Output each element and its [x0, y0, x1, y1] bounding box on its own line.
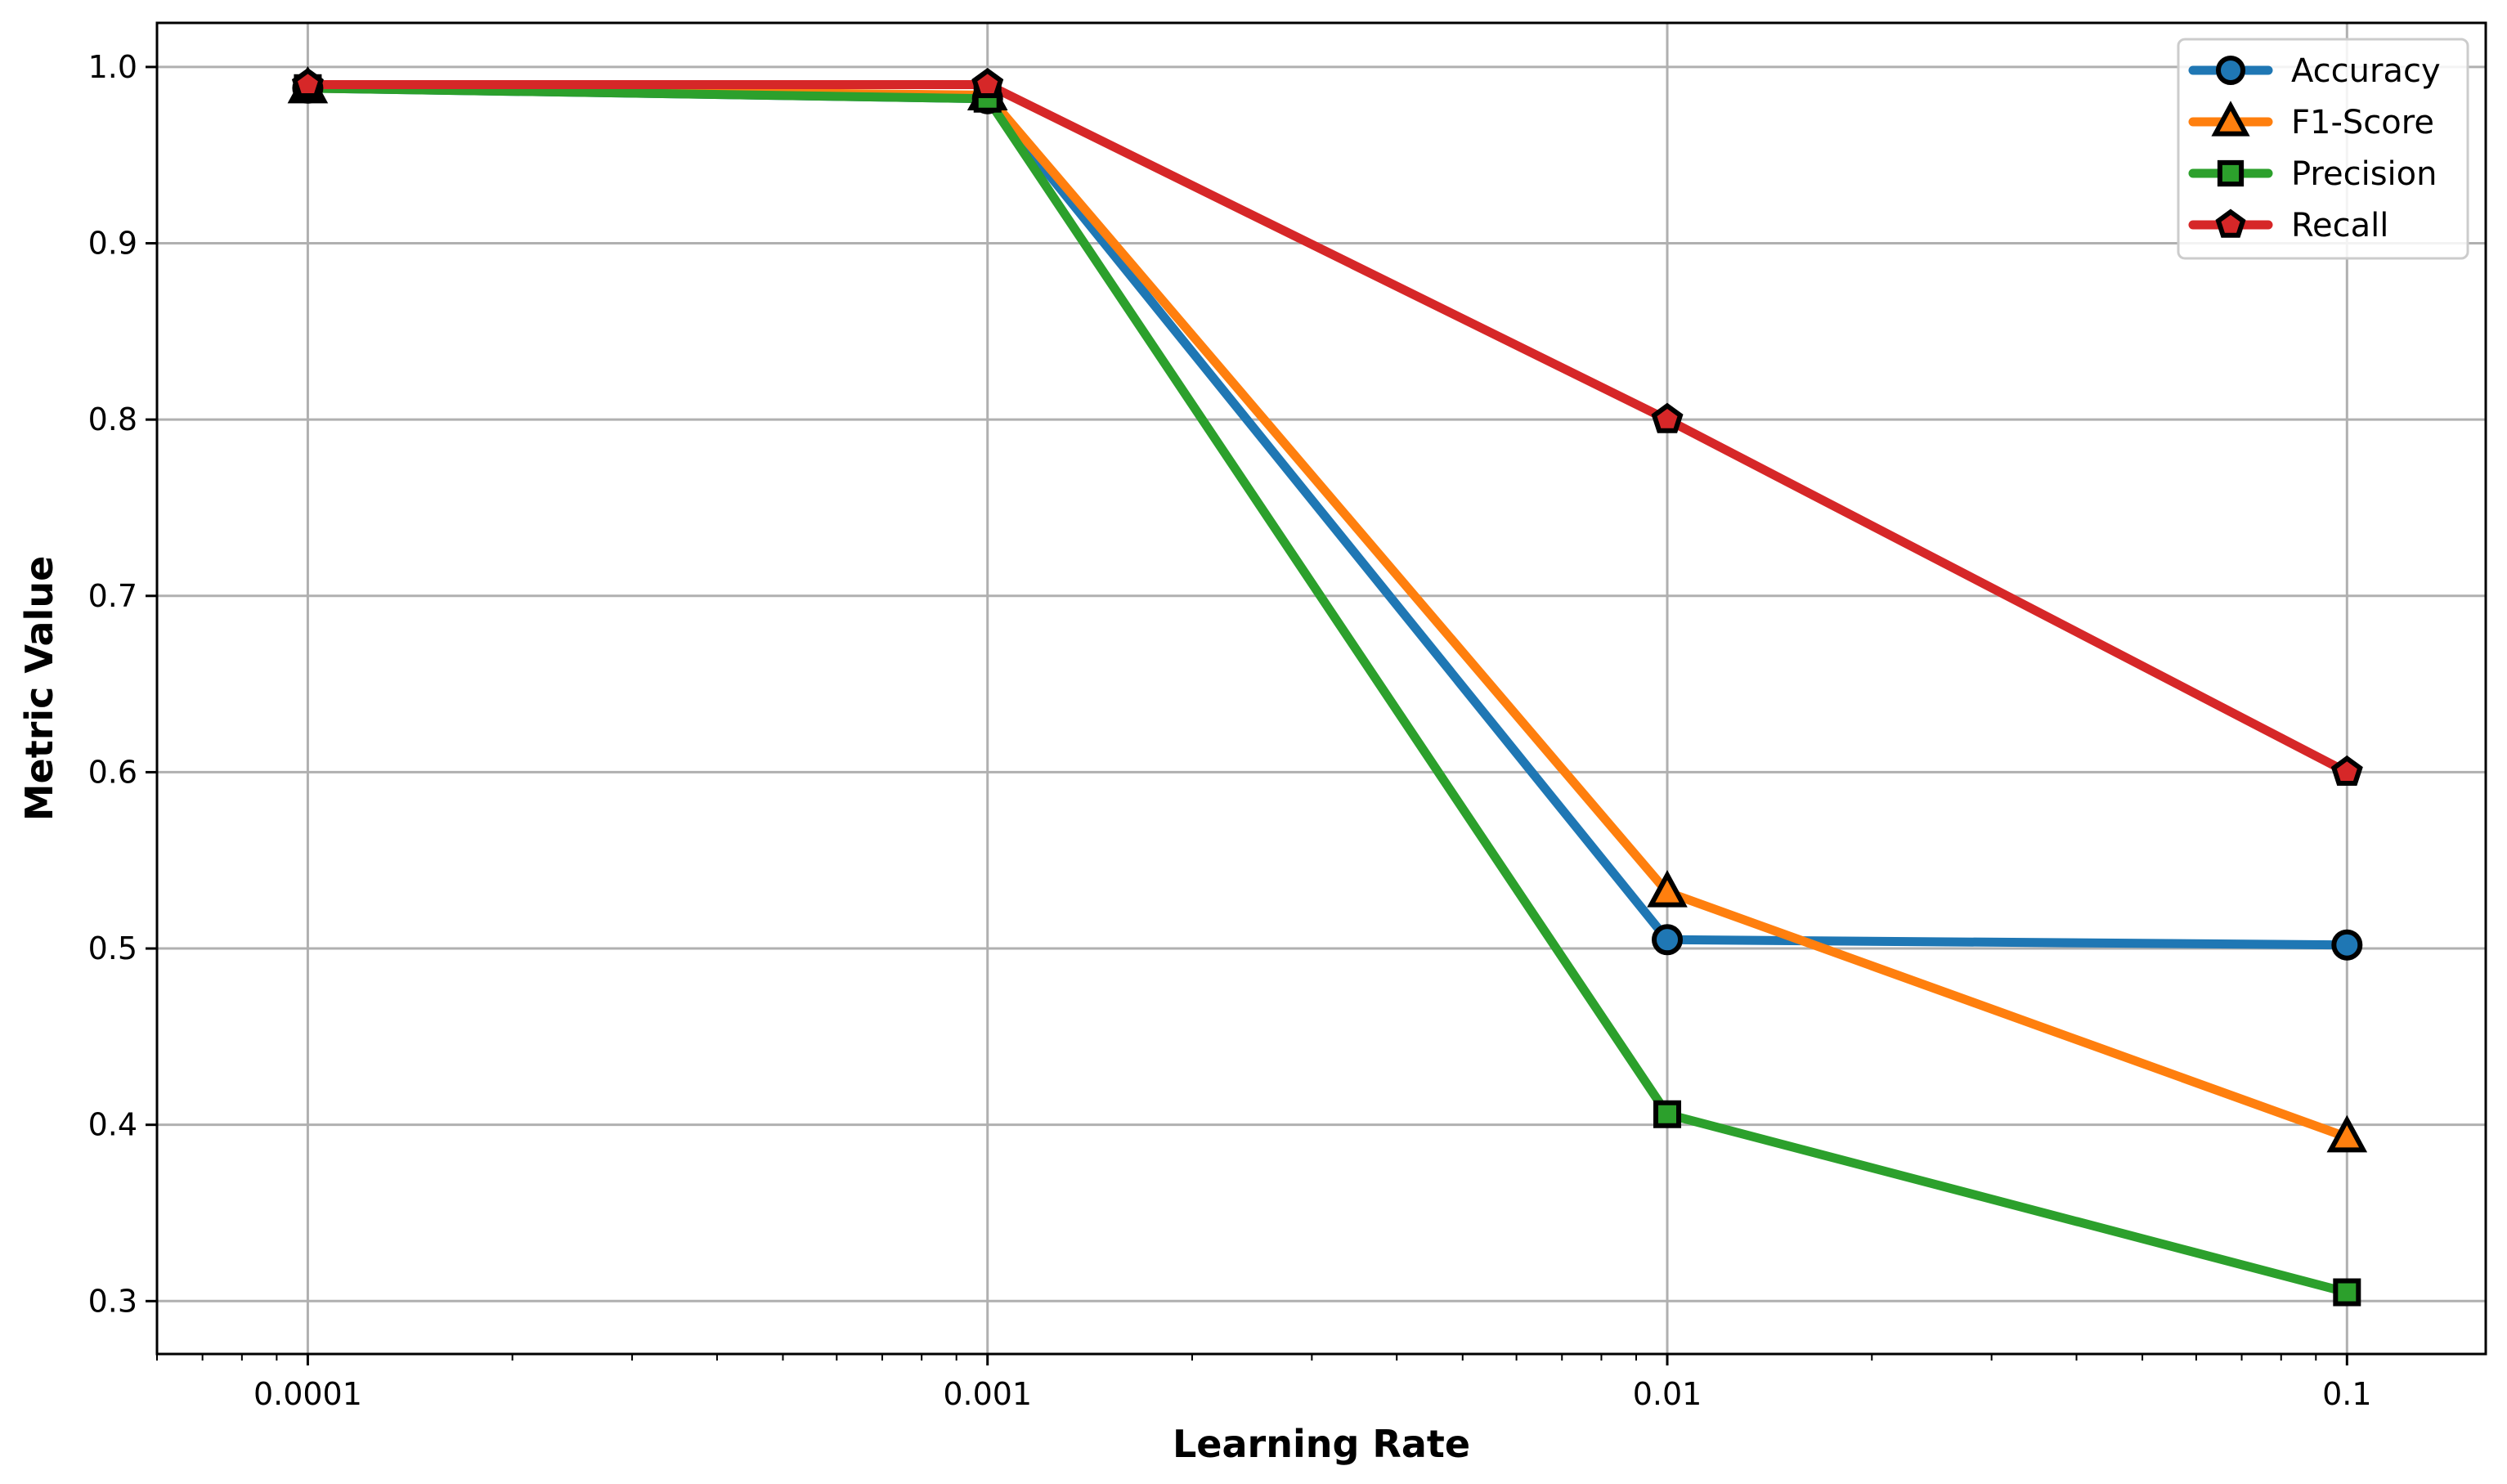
y-tick-label: 0.3	[88, 1283, 137, 1319]
y-tick-label: 0.4	[88, 1107, 137, 1143]
y-tick-label: 0.7	[88, 578, 137, 614]
data-point-f1-score	[1647, 869, 1688, 908]
data-point-accuracy	[1652, 924, 1684, 956]
plot-frame	[155, 21, 2487, 1356]
legend: Accuracy F1-Score Precision Recall	[2177, 38, 2469, 260]
legend-marker-accuracy	[2216, 56, 2245, 85]
legend-label-precision: Precision	[2291, 155, 2437, 193]
data-point-recall	[971, 67, 1004, 99]
y-tick-label: 0.5	[88, 930, 137, 966]
legend-box	[2177, 38, 2469, 260]
data-point-accuracy	[2331, 929, 2363, 961]
data-point-f1-score	[2326, 1114, 2368, 1153]
series-line-precision	[303, 83, 2352, 1298]
series-line-accuracy	[303, 83, 2352, 950]
legend-marker-f1-score	[2211, 101, 2250, 137]
series-markers	[287, 65, 2368, 1307]
axis-ticks: 0.3 0.4 0.5 0.6 0.7 0.8 0.9 1.0 0.0001 0.001 0.01 0…	[88, 49, 2372, 1412]
data-point-recall	[291, 67, 324, 99]
legend-marker-precision	[2217, 159, 2245, 187]
legend-label-accuracy: Accuracy	[2291, 52, 2441, 90]
x-tick-label: 0.001	[943, 1376, 1032, 1412]
x-tick-label: 0.1	[2322, 1376, 2371, 1412]
legend-label-f1-score: F1-Score	[2291, 104, 2434, 141]
series-line-recall	[303, 79, 2352, 777]
y-axis-label: Metric Value	[17, 556, 61, 822]
data-point-recall	[1651, 402, 1684, 433]
y-tick-label: 0.8	[88, 401, 137, 437]
data-point-recall	[2330, 755, 2363, 787]
y-tick-label: 0.9	[88, 226, 137, 262]
series-lines	[303, 79, 2352, 1298]
y-tick-label: 0.6	[88, 754, 137, 790]
x-tick-label: 0.0001	[253, 1376, 362, 1412]
legend-marker-recall	[2215, 208, 2246, 238]
legend-label-recall: Recall	[2291, 207, 2388, 244]
data-point-precision	[1653, 1100, 1682, 1128]
grid	[157, 23, 2486, 1354]
x-axis-label: Learning Rate	[1173, 1422, 1470, 1466]
x-tick-label: 0.01	[1633, 1376, 1702, 1412]
data-point-precision	[2333, 1278, 2361, 1307]
y-tick-label: 1.0	[88, 49, 137, 85]
